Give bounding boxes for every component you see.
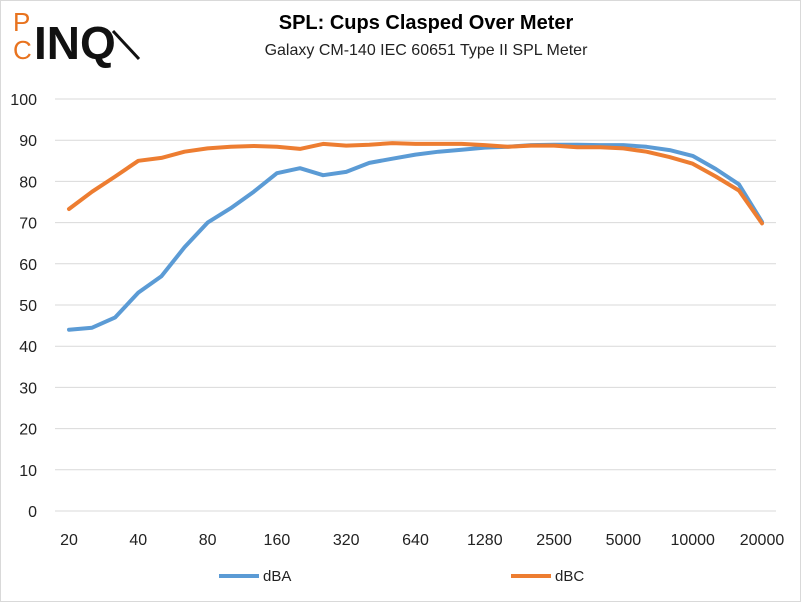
x-tick-label: 80 [199,532,217,549]
x-tick-label: 640 [402,532,429,549]
series-line-dba [67,142,764,332]
x-tick-label: 10000 [670,532,715,549]
x-tick-label: 40 [129,532,147,549]
y-tick-label: 40 [19,339,37,356]
y-tick-label: 0 [28,504,37,521]
logo-magnifier-handle-icon [111,29,141,61]
x-axis-ticks: 20 40 80 160 320 640 1280 2500 5000 10000 20000 [60,532,784,549]
x-tick-label: 20000 [740,532,785,549]
y-tick-label: 50 [19,298,37,315]
logo-letter-p: P [13,7,30,37]
x-tick-label: 20 [60,532,78,549]
chart-title: SPL: Cups Clasped Over Meter [279,12,574,34]
x-tick-label: 2500 [536,532,572,549]
y-tick-label: 90 [19,133,37,150]
y-tick-label: 70 [19,216,37,233]
chart-subtitle: Galaxy CM-140 IEC 60651 Type II SPL Mete… [265,42,588,59]
y-tick-label: 80 [19,174,37,191]
series-line-dbc [67,141,764,226]
y-tick-label: 60 [19,257,37,274]
y-tick-label: 100 [10,92,37,109]
x-tick-label: 320 [333,532,360,549]
x-tick-label: 1280 [467,532,503,549]
gridlines [55,98,776,512]
logo-letter-c: C [13,35,32,65]
y-tick-label: 10 [19,463,37,480]
y-tick-label: 30 [19,380,37,397]
x-tick-label: 5000 [606,532,642,549]
y-axis-ticks: 0 10 20 30 40 50 60 70 80 90 100 [10,92,37,521]
legend-label-dbc: dBC [555,568,584,585]
y-tick-label: 20 [19,422,37,439]
x-tick-label: 160 [264,532,291,549]
logo-inq: INQ [34,17,116,69]
legend-label-dba: dBA [263,568,291,585]
series-lines [67,141,764,332]
pcinq-logo: P C INQ [13,7,141,69]
legend: dBA dBC [219,568,584,585]
